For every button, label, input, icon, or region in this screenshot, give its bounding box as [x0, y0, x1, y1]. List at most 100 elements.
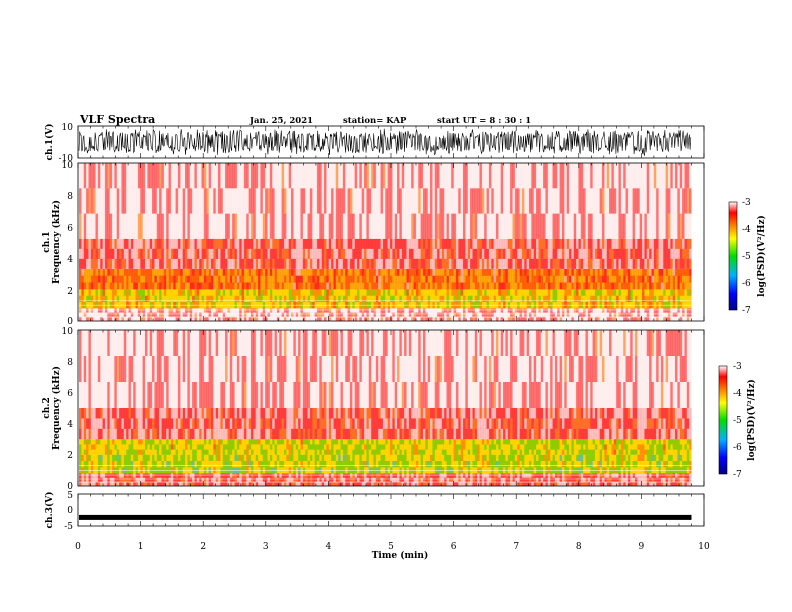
spectrum-cell: [161, 461, 165, 468]
spectrum-cell: [258, 289, 261, 296]
spectrum-cell: [674, 258, 678, 269]
spectrum-cell: [248, 282, 252, 290]
spectrum-cell: [639, 258, 643, 269]
spectrum-cell: [156, 330, 160, 356]
spectrum-cell: [524, 248, 527, 259]
spectrum-cell: [154, 408, 158, 419]
spectrum-cell: [498, 295, 501, 302]
spectrum-cell: [144, 188, 148, 214]
spectrum-cell: [283, 289, 287, 296]
spectrum-cell: [104, 213, 108, 239]
spectrum-cell: [507, 188, 511, 214]
spectrum-cell: [326, 268, 330, 276]
spectrum-cell: [616, 163, 619, 189]
spectrum-cell: [232, 213, 235, 239]
spectrum-cell: [486, 312, 490, 317]
spectrum-cell: [253, 308, 256, 313]
spectrum-cell: [300, 308, 304, 313]
spectrum-cell: [446, 289, 450, 296]
spectrum-cell: [561, 258, 565, 269]
spectrum-cell: [660, 163, 664, 189]
spectrum-cell: [637, 163, 640, 189]
spectrum-cell: [634, 213, 638, 239]
spectrum-cell: [114, 439, 117, 445]
spectrum-cell: [319, 312, 322, 317]
spectrum-cell: [215, 248, 219, 259]
spectrum-cell: [580, 289, 584, 296]
spectrum-cell: [366, 312, 370, 317]
spectrum-cell: [599, 308, 603, 313]
spectrum-cell: [260, 268, 264, 276]
spectrum-cell: [338, 188, 341, 214]
spectrum-cell: [340, 258, 344, 269]
spectrum-cell: [185, 282, 188, 290]
spectrum-cell: [550, 308, 553, 313]
spectrum-cell: [126, 356, 129, 382]
spectrum-cell: [411, 289, 414, 296]
spectrum-cell: [408, 258, 412, 269]
spectrum-cell: [189, 382, 193, 408]
spectrum-cell: [272, 282, 275, 290]
spectrum-cell: [276, 188, 280, 214]
spectrum-cell: [102, 408, 106, 419]
spectrum-cell: [406, 308, 410, 313]
spectrum-cell: [321, 188, 325, 214]
spectrum-cell: [210, 248, 214, 259]
spectrum-cell: [406, 188, 410, 214]
spectrum-cell: [274, 163, 278, 189]
spectrum-cell: [420, 275, 424, 283]
spectrum-cell: [149, 188, 153, 214]
spectrum-cell: [189, 428, 193, 440]
spectrum-cell: [222, 295, 226, 302]
spectrum-cell: [192, 163, 195, 189]
spectrum-cell: [281, 268, 285, 276]
spectrum-cell: [222, 238, 226, 249]
spectrum-cell: [199, 258, 202, 269]
spectrum-cell: [104, 418, 108, 429]
spectrum-cell: [430, 312, 433, 317]
spectrum-cell: [368, 289, 372, 296]
spectrum-cell: [135, 163, 139, 189]
spectrum-cell: [408, 289, 412, 296]
spectrum-cell: [623, 316, 626, 321]
spectrum-cell: [149, 268, 153, 276]
spectrum-cell: [404, 268, 407, 276]
spectrum-cell: [154, 163, 158, 189]
spectrum-cell: [177, 289, 181, 296]
spectrum-cell: [152, 418, 155, 429]
spectrum-cell: [526, 275, 530, 283]
spectrum-cell: [166, 461, 169, 468]
spectrum-cell: [159, 449, 162, 455]
spectrum-cell: [342, 295, 346, 302]
spectrum-cell: [528, 289, 532, 296]
spectrum-cell: [128, 248, 132, 259]
spectrum-cell: [220, 188, 223, 214]
spectrum-cell: [104, 163, 108, 189]
spectrum-cell: [401, 275, 405, 283]
spectrum-cell: [359, 295, 362, 302]
spectrum-cell: [173, 356, 176, 382]
spectrum-cell: [149, 454, 153, 461]
spectrum-cell: [236, 163, 240, 189]
spectrum-cell: [566, 308, 570, 313]
spectrum-cell: [177, 408, 181, 419]
spectrum-cell: [663, 308, 666, 313]
spectrum-cell: [623, 289, 626, 296]
spectrum-cell: [382, 248, 386, 259]
spectrum-cell: [672, 188, 676, 214]
spectrum-cell: [385, 268, 388, 276]
spectrum-cell: [399, 312, 403, 317]
spectrum-cell: [408, 308, 412, 313]
spectrum-cell: [239, 428, 242, 440]
spectrum-cell: [217, 454, 221, 461]
spectrum-cell: [672, 295, 676, 302]
spectrum-cell: [689, 275, 692, 283]
spectrum-cell: [166, 282, 169, 290]
spectrum-cell: [684, 295, 688, 302]
spectrum-cell: [385, 248, 388, 259]
spectrum-cell: [126, 282, 129, 290]
spectrum-cell: [439, 163, 443, 189]
spectrum-cell: [234, 163, 238, 189]
spectrum-cell: [173, 428, 176, 440]
spectrum-cell: [462, 275, 466, 283]
